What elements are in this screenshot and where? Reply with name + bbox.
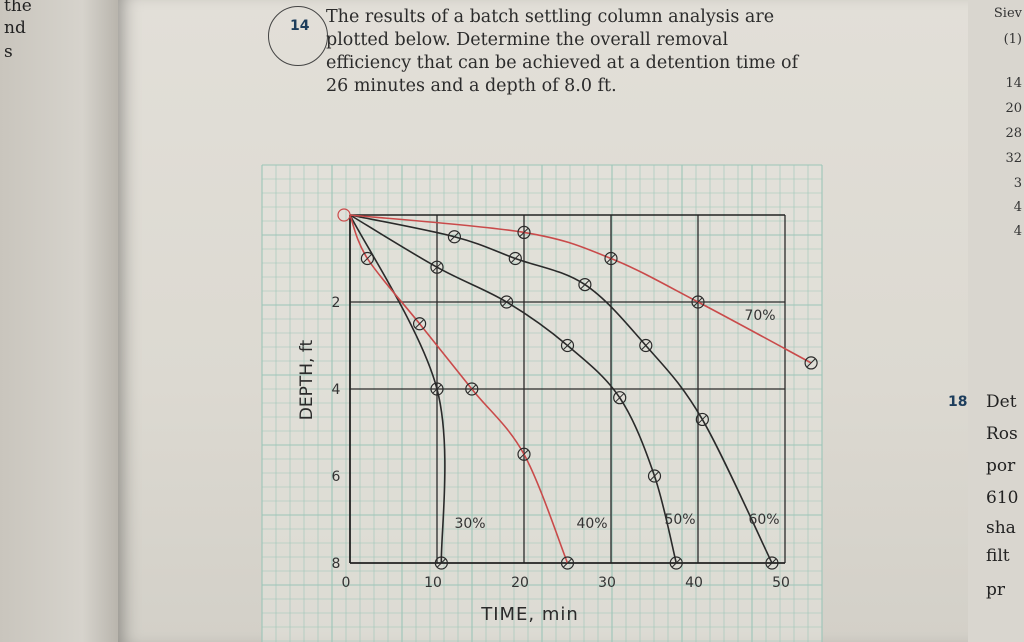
data-point-marker bbox=[613, 391, 627, 405]
data-point-slash bbox=[641, 341, 651, 350]
x-tick-label: 0 bbox=[342, 575, 351, 591]
chart-labels: 30% 40% 50% 60% 70% 0 10 20 30 40 50 2 4 6 8 TIME, min D… bbox=[297, 295, 790, 625]
right-number-2: 20 bbox=[1005, 101, 1022, 116]
data-point-slash bbox=[615, 393, 625, 403]
data-point-marker bbox=[604, 251, 618, 266]
data-point-marker bbox=[447, 230, 461, 244]
right-number-1: 14 bbox=[1005, 76, 1022, 91]
right-header-2: (1) bbox=[1003, 32, 1022, 47]
right-number-4: 32 bbox=[1005, 151, 1022, 166]
series-label: 30% bbox=[454, 516, 485, 532]
data-point-marker bbox=[578, 278, 592, 292]
data-point-slash bbox=[580, 280, 590, 289]
data-point-marker bbox=[413, 317, 427, 331]
data-point-marker bbox=[508, 251, 522, 266]
next-problem-fragment-1: Det bbox=[986, 392, 1017, 412]
data-point-slash bbox=[467, 384, 477, 394]
data-point-slash bbox=[693, 297, 703, 307]
data-point-slash bbox=[563, 341, 572, 350]
data-point-marker bbox=[639, 338, 653, 353]
next-problem-fragment-4: 610 bbox=[986, 488, 1019, 508]
y-tick-label: 2 bbox=[332, 295, 341, 311]
series-label: 70% bbox=[744, 308, 775, 324]
series-label: 50% bbox=[664, 512, 695, 528]
data-point-marker bbox=[765, 556, 779, 570]
data-point-slash bbox=[806, 358, 816, 368]
right-number-3: 28 bbox=[1005, 126, 1022, 141]
next-problem-fragment-5: sha bbox=[986, 518, 1016, 538]
problem-line-2: plotted below. Determine the overall rem… bbox=[326, 30, 729, 50]
data-point-slash bbox=[650, 471, 659, 481]
data-point-marker bbox=[669, 556, 683, 570]
x-tick-label: 10 bbox=[424, 575, 442, 591]
data-point-marker bbox=[691, 295, 705, 309]
data-point-marker bbox=[500, 295, 514, 309]
problem-number: 14 bbox=[290, 18, 310, 34]
next-problem-fragment-3: por bbox=[986, 456, 1016, 476]
data-point-marker bbox=[517, 447, 531, 461]
y-tick-label: 4 bbox=[332, 382, 341, 398]
problem-line-4: 26 minutes and a depth of 8.0 ft. bbox=[326, 76, 617, 96]
data-point-marker bbox=[360, 251, 374, 266]
data-point-slash bbox=[563, 558, 572, 568]
problem-line-3: efficiency that can be achieved at a det… bbox=[326, 53, 799, 73]
data-point-marker bbox=[430, 382, 444, 396]
data-point-slash bbox=[436, 558, 446, 568]
data-point-marker bbox=[804, 356, 818, 370]
left-fragment-3: s bbox=[4, 42, 13, 62]
x-tick-label: 20 bbox=[511, 575, 529, 591]
right-number-5: 3 bbox=[1013, 176, 1022, 191]
x-axis-title: TIME, min bbox=[480, 604, 579, 625]
right-page bbox=[968, 0, 1024, 642]
data-point-marker bbox=[465, 382, 479, 396]
data-point-slash bbox=[432, 262, 442, 272]
series-label: 40% bbox=[576, 516, 607, 532]
data-point-slash bbox=[363, 254, 372, 263]
x-tick-label: 30 bbox=[598, 575, 616, 591]
x-tick-label: 40 bbox=[685, 575, 703, 591]
data-point-marker bbox=[560, 556, 575, 570]
data-point-slash bbox=[767, 558, 777, 568]
right-header-1: Siev bbox=[993, 6, 1022, 21]
data-point-marker bbox=[430, 260, 444, 274]
next-problem-fragment-7: pr bbox=[986, 580, 1006, 600]
data-point-slash bbox=[606, 254, 616, 263]
data-point-slash bbox=[432, 384, 442, 394]
data-point-marker bbox=[695, 412, 709, 427]
right-number-7: 4 bbox=[1013, 224, 1022, 239]
pen-circle-mark bbox=[268, 6, 328, 66]
y-axis-title: DEPTH, ft bbox=[297, 339, 317, 420]
data-markers bbox=[337, 208, 818, 570]
x-tick-label: 50 bbox=[772, 575, 790, 591]
data-point-slash bbox=[671, 558, 681, 568]
data-point-slash bbox=[697, 415, 707, 424]
data-point-slash bbox=[502, 297, 511, 307]
series-label: 60% bbox=[748, 512, 779, 528]
next-problem-fragment-6: filt bbox=[986, 546, 1010, 566]
next-problem-fragment-2: Ros bbox=[986, 424, 1018, 444]
y-tick-label: 8 bbox=[332, 556, 341, 572]
next-problem-number: 18 bbox=[948, 394, 968, 410]
left-fragment-1: the bbox=[4, 0, 32, 16]
origin-marker bbox=[337, 208, 351, 222]
data-point-slash bbox=[415, 319, 424, 329]
data-point-slash bbox=[510, 254, 520, 263]
y-tick-label: 6 bbox=[332, 469, 341, 485]
data-point-marker bbox=[517, 225, 531, 239]
data-point-marker bbox=[560, 338, 575, 353]
data-point-marker bbox=[434, 556, 448, 570]
problem-line-1: The results of a batch settling column a… bbox=[326, 7, 775, 27]
data-point-slash bbox=[519, 449, 529, 459]
data-point-slash bbox=[450, 232, 459, 242]
left-fragment-2: nd bbox=[4, 18, 26, 38]
problem-statement: The results of a batch settling column a… bbox=[326, 6, 806, 98]
left-page bbox=[0, 0, 118, 642]
data-point-marker bbox=[647, 469, 662, 483]
right-number-6: 4 bbox=[1013, 200, 1022, 215]
data-point-slash bbox=[519, 228, 529, 237]
